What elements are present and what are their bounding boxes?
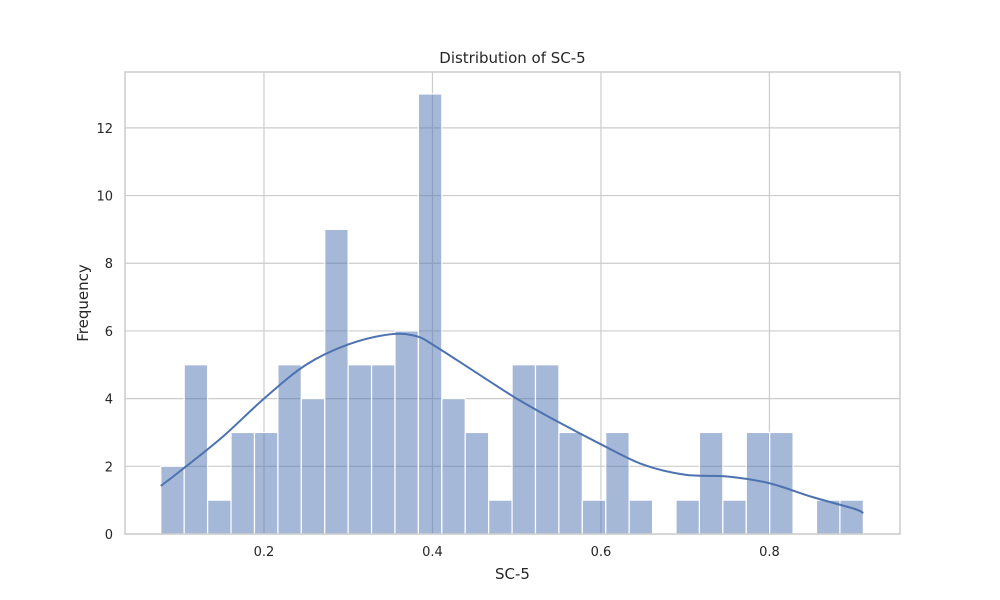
histogram-bar xyxy=(698,431,724,535)
y-axis-label: Frequency xyxy=(74,264,92,342)
y-tick-label: 2 xyxy=(105,460,113,475)
y-tick-label: 10 xyxy=(96,190,113,205)
histogram-bar xyxy=(347,364,373,535)
y-tick-labels: 0 2 4 6 8 10 12 xyxy=(96,122,113,543)
y-tick-label: 8 xyxy=(105,257,113,272)
histogram-bar xyxy=(183,364,209,535)
x-tick-label: 0.8 xyxy=(759,545,780,560)
histogram-bar xyxy=(534,364,560,535)
histogram-bars xyxy=(160,93,864,535)
histogram-bar xyxy=(441,398,466,535)
histogram-bar xyxy=(815,499,841,535)
histogram-bar xyxy=(675,499,701,535)
plot-frame xyxy=(124,71,901,535)
y-tick-label: 4 xyxy=(105,393,113,408)
x-tick-label: 0.2 xyxy=(254,545,275,560)
histogram-bar xyxy=(722,499,747,535)
histogram-bar xyxy=(300,398,326,535)
histogram-bar xyxy=(253,431,279,535)
x-tick-label: 0.4 xyxy=(422,545,443,560)
histogram-bar xyxy=(324,228,349,535)
y-tick-label: 0 xyxy=(105,528,113,543)
chart-title: Distribution of SC-5 xyxy=(439,49,585,67)
histogram-bar xyxy=(464,431,490,535)
histogram-bar xyxy=(230,431,256,535)
x-tick-labels: 0.2 0.4 0.6 0.8 xyxy=(254,545,780,560)
x-tick-label: 0.6 xyxy=(591,545,612,560)
histogram-bar xyxy=(394,330,420,535)
histogram-bar xyxy=(628,499,654,535)
histogram-bar xyxy=(207,499,232,535)
histogram-bar xyxy=(511,364,537,535)
histogram-bar xyxy=(277,364,302,535)
x-axis-label: SC-5 xyxy=(495,565,530,583)
histogram-bar xyxy=(558,431,583,535)
y-tick-label: 6 xyxy=(105,325,113,340)
histogram-bar xyxy=(581,499,607,535)
histogram-bar xyxy=(370,364,396,535)
histogram-bar xyxy=(488,499,513,535)
histogram-bar xyxy=(417,93,443,535)
y-tick-label: 12 xyxy=(96,122,113,137)
kde-curve xyxy=(160,332,864,514)
